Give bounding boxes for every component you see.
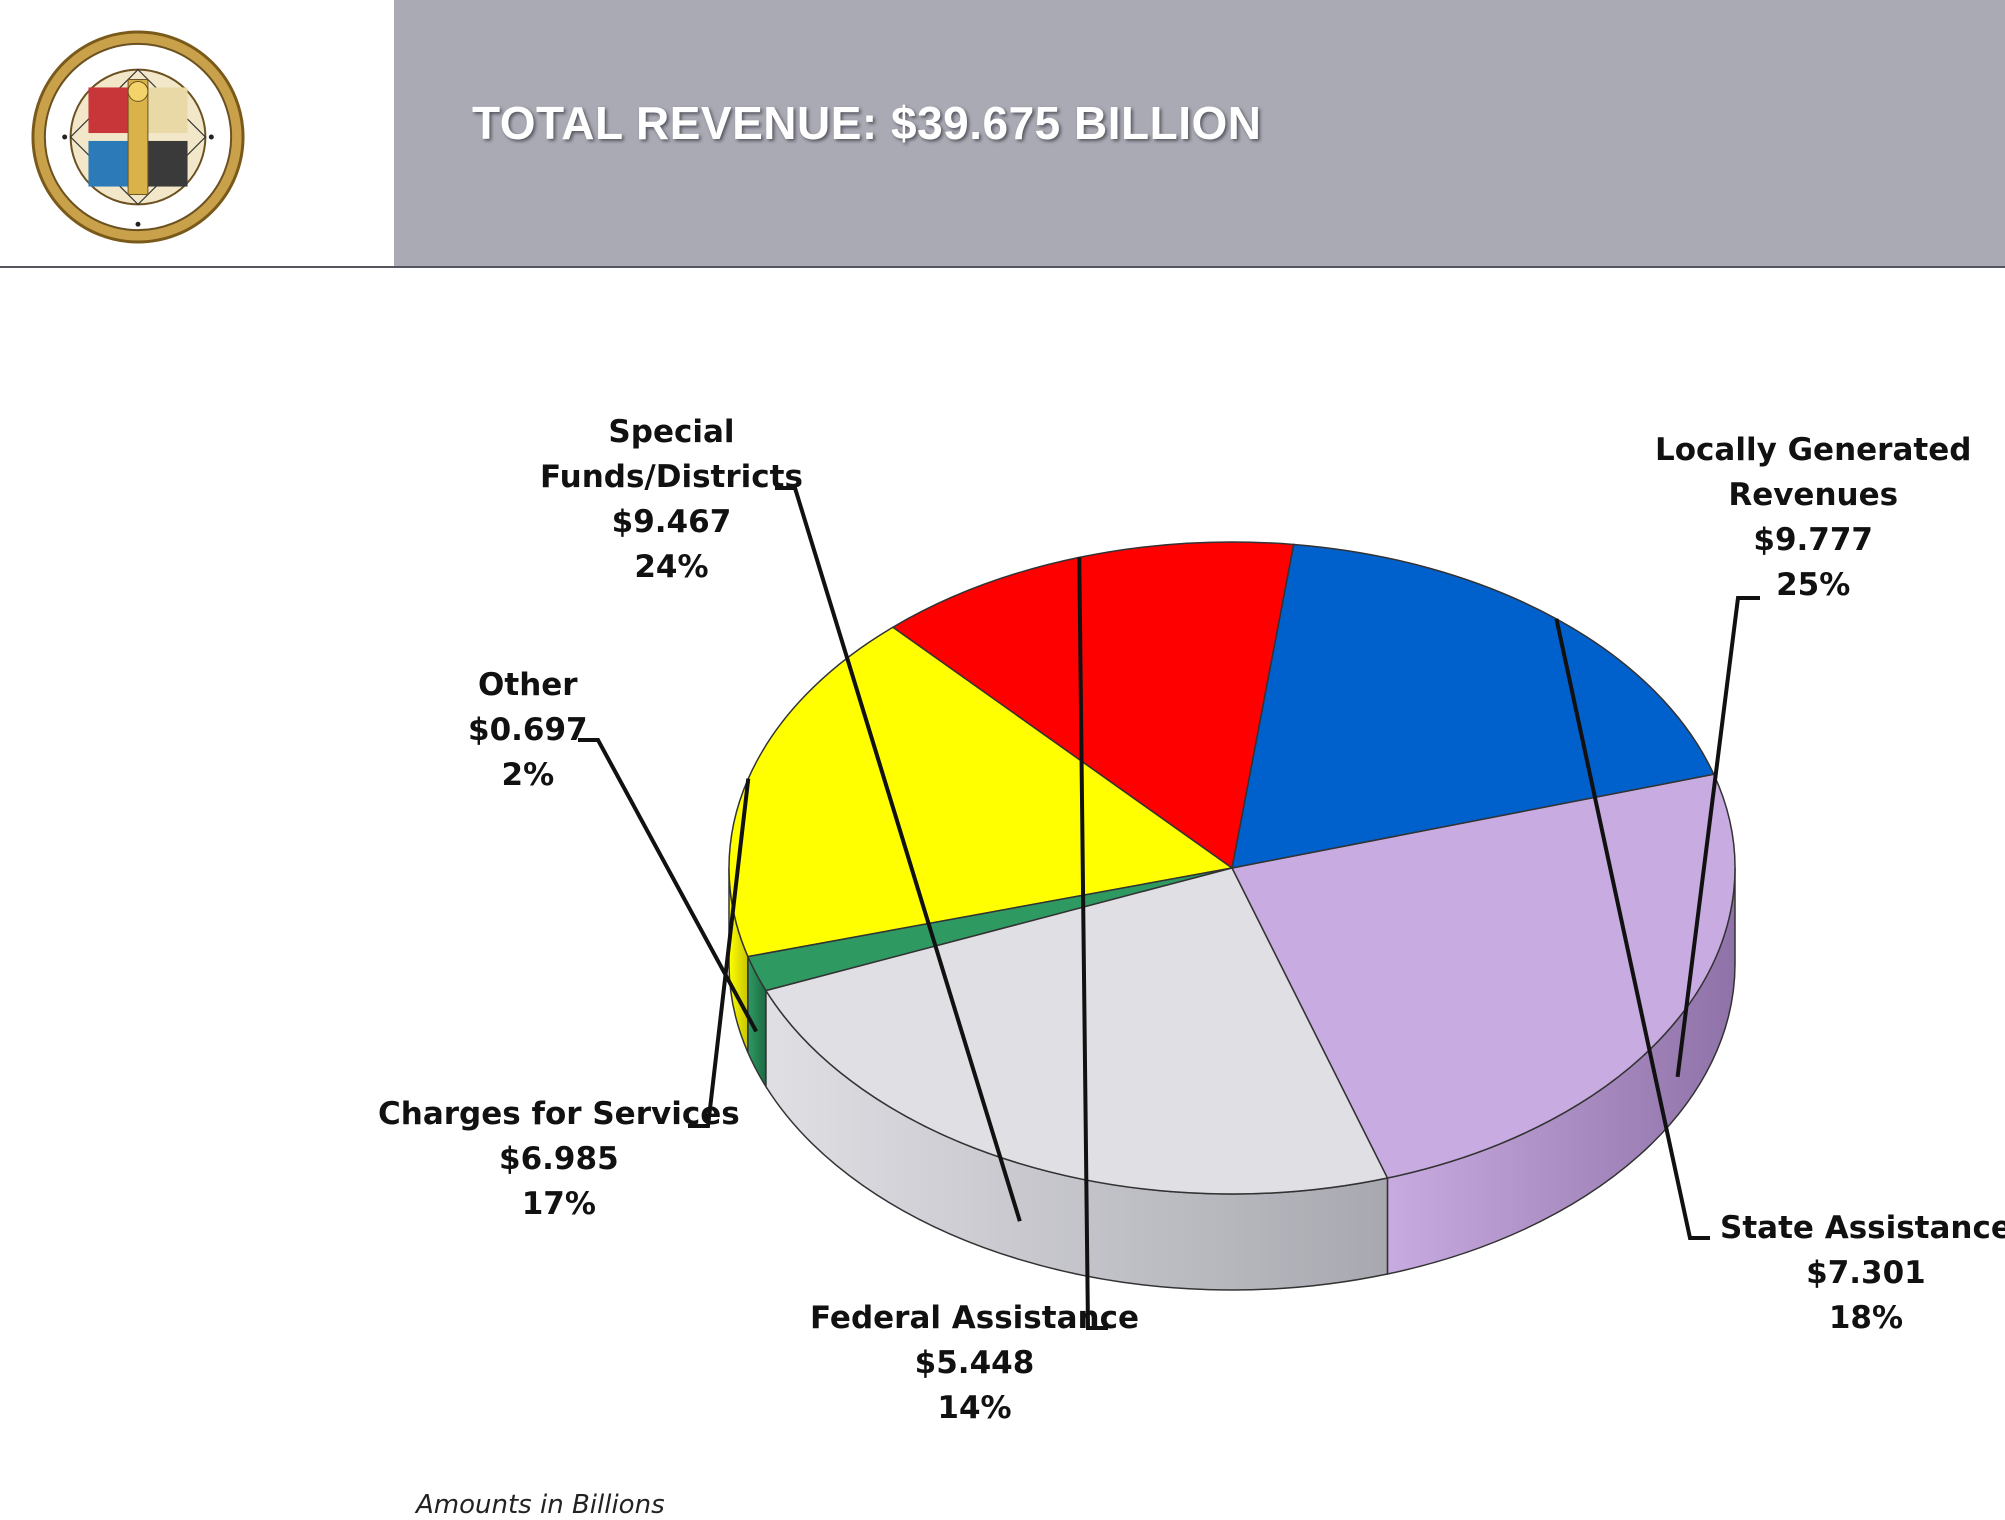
label-locally-generated: Locally Generated Revenues $9.777 25% xyxy=(1655,432,1972,603)
leader-lines xyxy=(578,486,1760,1330)
leader-line-5 xyxy=(775,486,1022,1222)
pie-top-group xyxy=(728,541,1736,1195)
label-state-assistance: State Assistance $7.301 18% xyxy=(1720,1210,2005,1336)
header-band xyxy=(394,0,2005,266)
page-title: TOTAL REVENUE: $39.675 BILLION xyxy=(472,97,1262,149)
county-seal-logo xyxy=(31,30,245,244)
leader-line-0 xyxy=(1675,596,1760,1078)
leader-line-2 xyxy=(1077,557,1108,1330)
pie-slice-2 xyxy=(891,541,1295,870)
pie-slice-0 xyxy=(1230,773,1736,1179)
label-special-funds: Special Funds/Districts $9.467 24% xyxy=(540,414,803,585)
header-divider xyxy=(0,266,2005,268)
footnote: Amounts in Billions xyxy=(416,1490,665,1520)
leader-line-3 xyxy=(688,778,751,1128)
label-other: Other $0.697 2% xyxy=(468,667,588,793)
pie-slice-5 xyxy=(764,867,1389,1195)
label-federal-assistance: Federal Assistance $5.448 14% xyxy=(810,1300,1139,1426)
logo-area xyxy=(0,0,394,266)
label-charges-for-services: Charges for Services $6.985 17% xyxy=(378,1096,740,1222)
leader-line-4 xyxy=(578,738,758,1033)
leader-line-1 xyxy=(1554,618,1710,1240)
